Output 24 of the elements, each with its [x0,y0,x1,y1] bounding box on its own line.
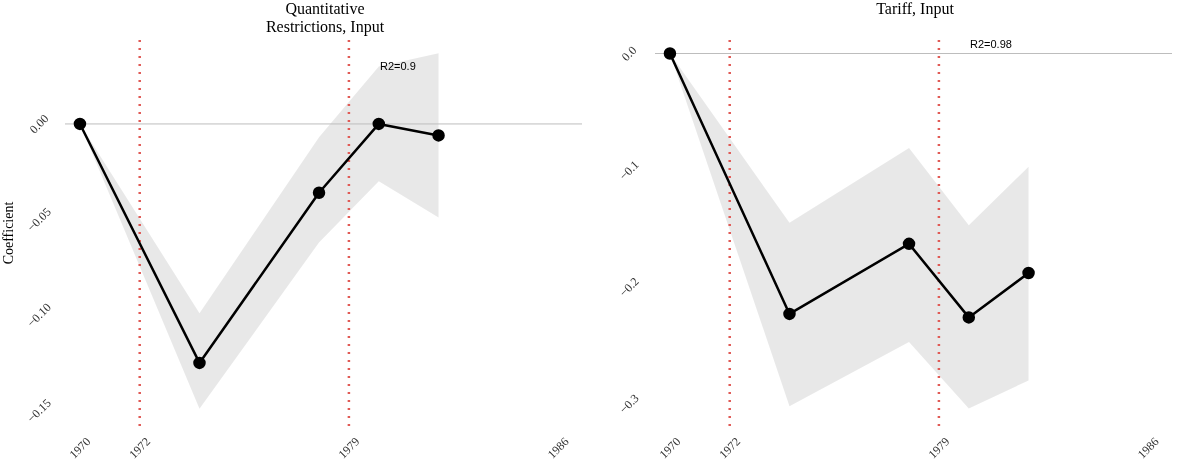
annotation: R2=0.9 [380,60,416,72]
point [783,307,796,321]
point [73,117,87,131]
x-tick-label: 1970 [656,434,684,462]
y-tick-label: −0.2 [616,274,642,300]
point [902,237,916,251]
y-tick-label: −0.3 [616,391,642,417]
point [1022,266,1035,280]
y-tick-label: −0.1 [616,157,642,183]
x-tick-label: 1979 [335,434,363,462]
y-tick-label: 0.00 [26,111,52,137]
point [663,47,677,60]
x-tick-label: 1970 [66,434,94,462]
y-axis-title: Coefficient [1,201,18,265]
point [962,311,976,324]
annotation: R2=0.98 [970,38,1012,50]
point [312,186,326,200]
point [432,129,445,142]
chart-title: Quantitative Restrictions, Input [264,0,386,36]
point [193,356,206,370]
x-tick-label: 1979 [925,434,953,462]
y-tick-label: 0.0 [618,43,640,64]
point [372,117,386,131]
chart-title: Tariff, Input [875,0,955,18]
